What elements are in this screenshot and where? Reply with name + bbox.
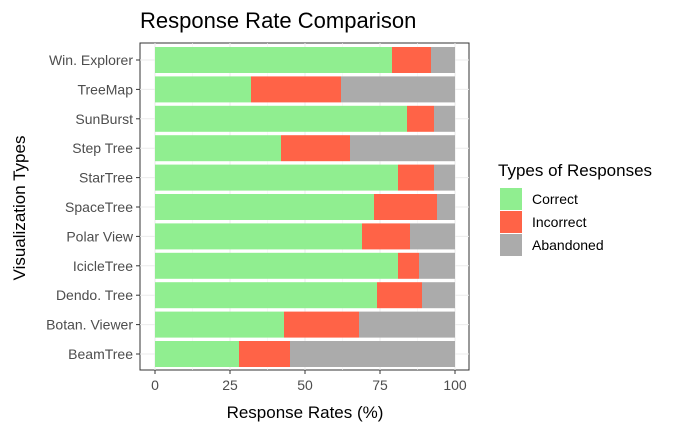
bar-correct [155, 105, 407, 132]
legend-key-correct [500, 188, 522, 210]
x-axis-title: Response Rates (%) [227, 403, 384, 422]
legend-label: Correct [532, 191, 578, 207]
legend-label: Abandoned [532, 237, 604, 253]
bar-incorrect [284, 311, 359, 338]
legend-title: Types of Responses [498, 161, 652, 180]
bar-incorrect [377, 282, 422, 309]
bar-correct [155, 252, 398, 279]
y-axis-title: Visualization Types [10, 136, 29, 281]
bar-abandoned [422, 282, 455, 309]
y-tick-label: Botan. Viewer [46, 317, 133, 333]
x-tick-label: 25 [222, 377, 238, 393]
plot-area: Win. Explorer TreeMap SunBurst Step Tree Sta… [46, 42, 470, 393]
y-tick-label: SunBurst [75, 111, 133, 127]
bar-abandoned [290, 341, 455, 367]
bar-abandoned [341, 76, 455, 103]
bar-incorrect [239, 341, 290, 367]
bar-incorrect [392, 47, 431, 73]
bar-incorrect [251, 76, 341, 103]
bar-incorrect [407, 105, 434, 132]
x-tick-label: 100 [443, 377, 467, 393]
bar-correct [155, 164, 398, 191]
bar-abandoned [431, 47, 455, 73]
y-tick-label: Win. Explorer [49, 52, 133, 68]
y-tick-label: BeamTree [68, 346, 133, 362]
y-tick-label: Polar View [66, 228, 134, 244]
bar-abandoned [350, 135, 455, 162]
bar-incorrect [362, 223, 410, 250]
x-tick-label: 50 [297, 377, 313, 393]
bar-correct [155, 282, 377, 309]
y-tick-label: SpaceTree [65, 199, 133, 215]
y-tick-label: Step Tree [72, 140, 133, 156]
y-tick-label: StarTree [79, 170, 133, 186]
y-tick-label: IcicleTree [73, 258, 133, 274]
bar-correct [155, 223, 362, 250]
bar-correct [155, 341, 239, 367]
bar-correct [155, 311, 284, 338]
bar-correct [155, 194, 374, 220]
bar-incorrect [398, 164, 434, 191]
bar-incorrect [374, 194, 437, 220]
x-tick-label: 75 [372, 377, 388, 393]
bar-abandoned [434, 105, 455, 132]
y-tick-label: Dendo. Tree [56, 287, 133, 303]
legend-label: Incorrect [532, 214, 587, 230]
bar-correct [155, 47, 392, 73]
bar-incorrect [281, 135, 350, 162]
bar-abandoned [410, 223, 455, 250]
y-tick-label: TreeMap [77, 81, 133, 97]
legend-key-incorrect [500, 211, 522, 233]
bar-abandoned [437, 194, 455, 220]
legend: Types of Responses Correct Incorrect Aband… [498, 161, 652, 256]
bar-correct [155, 135, 281, 162]
bar-incorrect [398, 252, 419, 279]
bar-abandoned [359, 311, 455, 338]
x-tick-label: 0 [151, 377, 159, 393]
bar-abandoned [434, 164, 455, 191]
legend-key-abandoned [500, 234, 522, 256]
bar-abandoned [419, 252, 455, 279]
bar-correct [155, 76, 251, 103]
chart-title: Response Rate Comparison [140, 8, 416, 33]
